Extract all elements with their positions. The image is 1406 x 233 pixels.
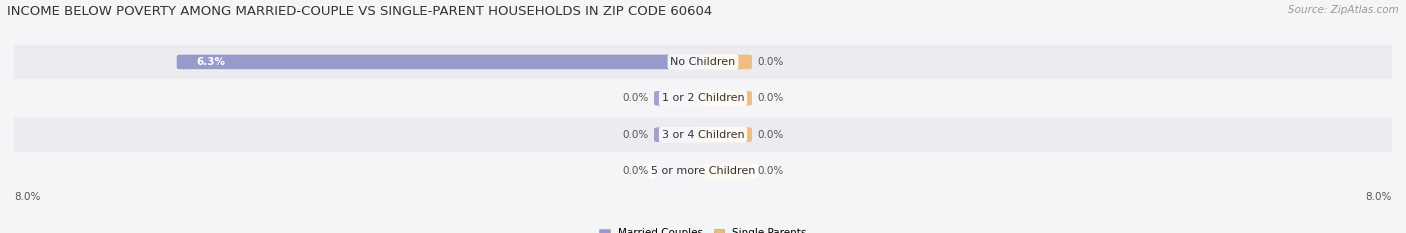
Text: 0.0%: 0.0% xyxy=(623,93,650,103)
Text: 0.0%: 0.0% xyxy=(756,93,783,103)
Text: 5 or more Children: 5 or more Children xyxy=(651,166,755,176)
Text: 8.0%: 8.0% xyxy=(14,192,41,202)
FancyBboxPatch shape xyxy=(700,164,752,178)
Text: 6.3%: 6.3% xyxy=(197,57,226,67)
FancyBboxPatch shape xyxy=(7,81,1399,115)
Text: No Children: No Children xyxy=(671,57,735,67)
FancyBboxPatch shape xyxy=(654,164,706,178)
FancyBboxPatch shape xyxy=(654,127,706,142)
FancyBboxPatch shape xyxy=(7,154,1399,188)
FancyBboxPatch shape xyxy=(177,55,706,69)
FancyBboxPatch shape xyxy=(700,55,752,69)
Text: 0.0%: 0.0% xyxy=(623,130,650,140)
Text: 1 or 2 Children: 1 or 2 Children xyxy=(662,93,744,103)
Text: INCOME BELOW POVERTY AMONG MARRIED-COUPLE VS SINGLE-PARENT HOUSEHOLDS IN ZIP COD: INCOME BELOW POVERTY AMONG MARRIED-COUPL… xyxy=(7,5,713,18)
Text: 0.0%: 0.0% xyxy=(756,130,783,140)
Text: Source: ZipAtlas.com: Source: ZipAtlas.com xyxy=(1288,5,1399,15)
FancyBboxPatch shape xyxy=(7,118,1399,152)
Text: 0.0%: 0.0% xyxy=(756,166,783,176)
Text: 3 or 4 Children: 3 or 4 Children xyxy=(662,130,744,140)
Text: 8.0%: 8.0% xyxy=(1365,192,1392,202)
FancyBboxPatch shape xyxy=(654,91,706,106)
Text: 0.0%: 0.0% xyxy=(756,57,783,67)
FancyBboxPatch shape xyxy=(7,45,1399,79)
Legend: Married Couples, Single Parents: Married Couples, Single Parents xyxy=(595,224,811,233)
Text: 0.0%: 0.0% xyxy=(623,166,650,176)
FancyBboxPatch shape xyxy=(700,127,752,142)
FancyBboxPatch shape xyxy=(700,91,752,106)
